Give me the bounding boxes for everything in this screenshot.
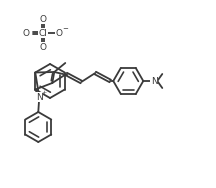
Text: N: N	[151, 77, 158, 86]
Text: N: N	[36, 92, 43, 102]
Text: O: O	[40, 14, 46, 24]
Text: O: O	[56, 29, 62, 37]
Text: Cl: Cl	[39, 29, 48, 37]
Text: O: O	[22, 29, 30, 37]
Text: −: −	[62, 26, 68, 32]
Text: +: +	[42, 90, 47, 96]
Text: O: O	[40, 42, 46, 52]
